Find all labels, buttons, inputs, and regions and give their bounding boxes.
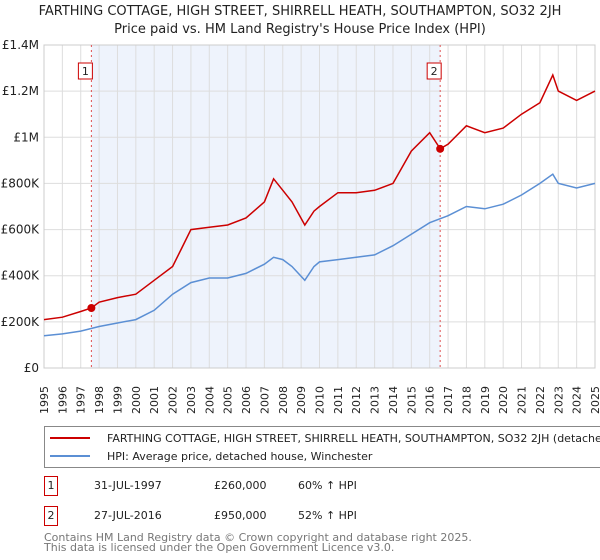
x-tick-label: 2005	[222, 386, 235, 414]
chart-subtitle: Price paid vs. HM Land Registry's House …	[114, 22, 486, 37]
legend: FARTHING COTTAGE, HIGH STREET, SHIRRELL …	[44, 426, 600, 468]
y-tick-label: £1.2M	[2, 84, 39, 98]
x-tick-label: 2012	[350, 386, 363, 414]
y-tick-label: £800K	[1, 176, 41, 190]
x-tick-label: 2004	[203, 386, 216, 414]
x-tick-label: 2010	[314, 386, 327, 414]
x-tick-label: 2025	[589, 386, 600, 414]
legend-label-hpi: HPI: Average price, detached house, Winc…	[107, 449, 373, 463]
x-tick-label: 1995	[38, 386, 51, 414]
x-tick-label: 2000	[130, 386, 143, 414]
x-tick-label: 2018	[460, 386, 473, 414]
sale-hpi: 60% ↑ HPI	[298, 479, 357, 492]
x-tick-label: 2014	[387, 386, 400, 414]
sale-hpi: 52% ↑ HPI	[298, 509, 357, 522]
sale-point	[436, 144, 445, 153]
x-tick-label: 2021	[516, 386, 529, 414]
x-tick-label: 2008	[277, 386, 290, 414]
plot-area: 1995 1996 1997 1998 1999 2000 2001 2002 2003 2004…	[1, 38, 600, 414]
x-tick-label: 2020	[497, 386, 510, 414]
x-tick-label: 2013	[369, 386, 382, 414]
x-tick-label: 2019	[479, 386, 492, 414]
sale-price: £260,000	[214, 479, 267, 492]
x-tick-label: 2023	[552, 386, 565, 414]
x-tick-label: 2017	[442, 386, 455, 414]
x-tick-label: 2006	[240, 386, 253, 414]
footer-licence: This data is licensed under the Open Gov…	[44, 541, 395, 554]
x-tick-label: 2002	[167, 386, 180, 414]
sale-marker-badge: 1	[44, 476, 58, 496]
chart-title: FARTHING COTTAGE, HIGH STREET, SHIRRELL …	[38, 4, 562, 19]
y-tick-label: £600K	[1, 223, 41, 237]
y-tick-label: £1.4M	[2, 38, 39, 52]
sale-label-box	[77, 62, 93, 80]
y-tick-label: £400K	[1, 269, 41, 283]
x-tick-label: 2007	[258, 386, 271, 414]
sale-point	[87, 304, 96, 313]
x-tick-label: 2016	[424, 386, 437, 414]
sale-label: 2	[431, 65, 438, 78]
x-tick-label: 2003	[185, 386, 198, 414]
x-tick-label: 2024	[571, 386, 584, 414]
x-tick-label: 1998	[93, 386, 106, 414]
y-tick-label: £1M	[13, 130, 39, 144]
x-tick-label: 2015	[405, 386, 418, 414]
x-tick-label: 1997	[75, 386, 88, 414]
legend-swatch-blue	[50, 455, 90, 457]
legend-swatch-red	[50, 437, 90, 439]
x-tick-label: 2022	[534, 386, 547, 414]
shaded-ownership-period	[91, 45, 441, 368]
sale-date: 27-JUL-2016	[94, 509, 162, 522]
y-tick-label: £200K	[1, 315, 41, 329]
x-tick-label: 1996	[56, 386, 69, 414]
sale-label-box	[426, 62, 442, 80]
legend-label-property: FARTHING COTTAGE, HIGH STREET, SHIRRELL …	[107, 431, 600, 445]
plot-border	[43, 44, 596, 369]
series-line	[43, 72, 596, 321]
sale-marker-badge: 2	[44, 506, 58, 526]
x-tick-label: 1999	[111, 386, 124, 414]
series-line	[43, 173, 596, 337]
sale-date: 31-JUL-1997	[94, 479, 162, 492]
y-tick-label: £0	[24, 361, 39, 375]
footer-copyright: Contains HM Land Registry data © Crown c…	[44, 531, 472, 544]
x-tick-label: 2009	[295, 386, 308, 414]
sale-label: 1	[82, 65, 89, 78]
x-tick-label: 2011	[332, 386, 345, 414]
sale-price: £950,000	[214, 509, 267, 522]
x-tick-label: 2001	[148, 386, 161, 414]
